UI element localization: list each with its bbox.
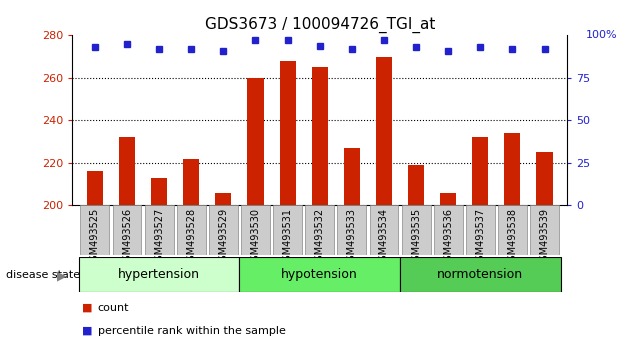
Text: percentile rank within the sample: percentile rank within the sample xyxy=(98,326,285,336)
Bar xyxy=(183,159,199,205)
Text: GSM493534: GSM493534 xyxy=(379,208,389,267)
FancyBboxPatch shape xyxy=(370,205,398,255)
FancyBboxPatch shape xyxy=(145,205,174,255)
Bar xyxy=(151,178,167,205)
Text: ■: ■ xyxy=(82,326,93,336)
Bar xyxy=(248,78,263,205)
Text: hypertension: hypertension xyxy=(118,268,200,281)
FancyBboxPatch shape xyxy=(498,205,527,255)
Text: GSM493525: GSM493525 xyxy=(90,208,100,267)
Bar xyxy=(537,152,553,205)
Bar xyxy=(312,67,328,205)
Bar xyxy=(408,165,424,205)
FancyBboxPatch shape xyxy=(433,205,462,255)
FancyBboxPatch shape xyxy=(79,257,239,292)
Bar xyxy=(440,193,456,205)
Y-axis label: 100%: 100% xyxy=(586,30,617,40)
Text: GSM493538: GSM493538 xyxy=(507,208,517,267)
FancyBboxPatch shape xyxy=(401,205,430,255)
Text: GSM493530: GSM493530 xyxy=(251,208,260,267)
Text: GSM493533: GSM493533 xyxy=(347,208,357,267)
Text: GSM493531: GSM493531 xyxy=(283,208,292,267)
Text: GSM493536: GSM493536 xyxy=(443,208,453,267)
FancyBboxPatch shape xyxy=(530,205,559,255)
Text: GSM493537: GSM493537 xyxy=(475,208,485,267)
Bar xyxy=(215,193,231,205)
Bar xyxy=(472,137,488,205)
Text: GSM493535: GSM493535 xyxy=(411,208,421,267)
Text: GSM493527: GSM493527 xyxy=(154,208,164,267)
Text: normotension: normotension xyxy=(437,268,524,281)
Text: GSM493532: GSM493532 xyxy=(315,208,324,267)
Bar xyxy=(505,133,520,205)
Bar xyxy=(344,148,360,205)
Text: GSM493539: GSM493539 xyxy=(539,208,549,267)
FancyBboxPatch shape xyxy=(466,205,495,255)
Text: ▶: ▶ xyxy=(57,269,67,282)
Bar xyxy=(119,137,135,205)
FancyBboxPatch shape xyxy=(81,205,110,255)
FancyBboxPatch shape xyxy=(239,257,400,292)
Bar xyxy=(280,61,295,205)
FancyBboxPatch shape xyxy=(338,205,366,255)
FancyBboxPatch shape xyxy=(177,205,206,255)
Bar xyxy=(87,171,103,205)
Text: disease state: disease state xyxy=(6,270,81,280)
Bar xyxy=(376,57,392,205)
FancyBboxPatch shape xyxy=(306,205,334,255)
Text: GSM493529: GSM493529 xyxy=(219,208,229,267)
FancyBboxPatch shape xyxy=(209,205,238,255)
Text: count: count xyxy=(98,303,129,313)
FancyBboxPatch shape xyxy=(241,205,270,255)
FancyBboxPatch shape xyxy=(273,205,302,255)
Text: GSM493528: GSM493528 xyxy=(186,208,197,267)
Text: GSM493526: GSM493526 xyxy=(122,208,132,267)
FancyBboxPatch shape xyxy=(400,257,561,292)
FancyBboxPatch shape xyxy=(113,205,142,255)
Text: hypotension: hypotension xyxy=(282,268,358,281)
Text: ■: ■ xyxy=(82,303,93,313)
Title: GDS3673 / 100094726_TGI_at: GDS3673 / 100094726_TGI_at xyxy=(205,16,435,33)
